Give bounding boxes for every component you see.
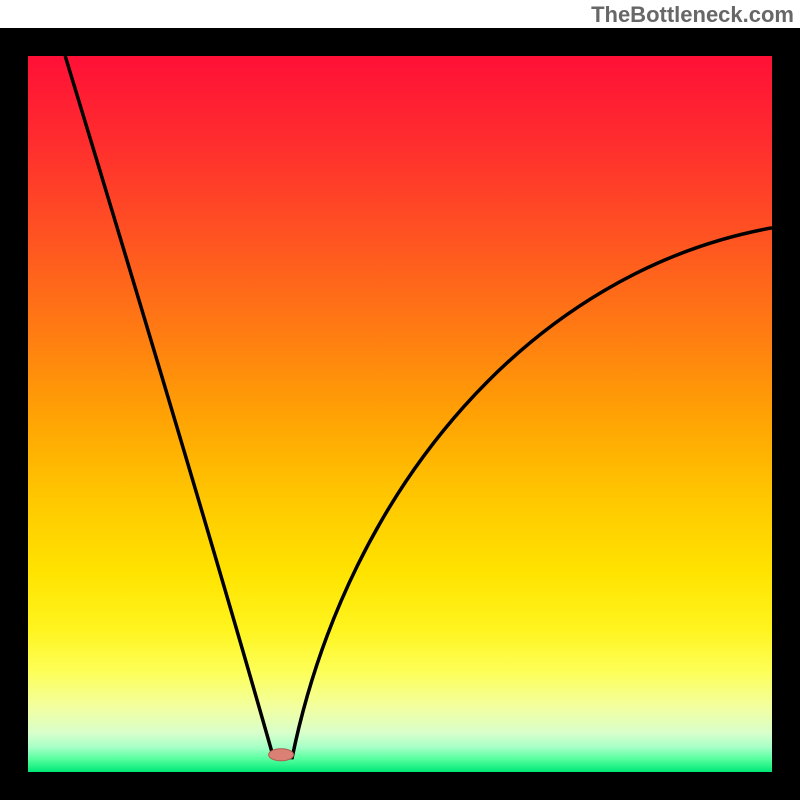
bottleneck-curve xyxy=(28,56,772,772)
watermark-text: TheBottleneck.com xyxy=(591,2,794,28)
plot-area xyxy=(28,56,772,772)
